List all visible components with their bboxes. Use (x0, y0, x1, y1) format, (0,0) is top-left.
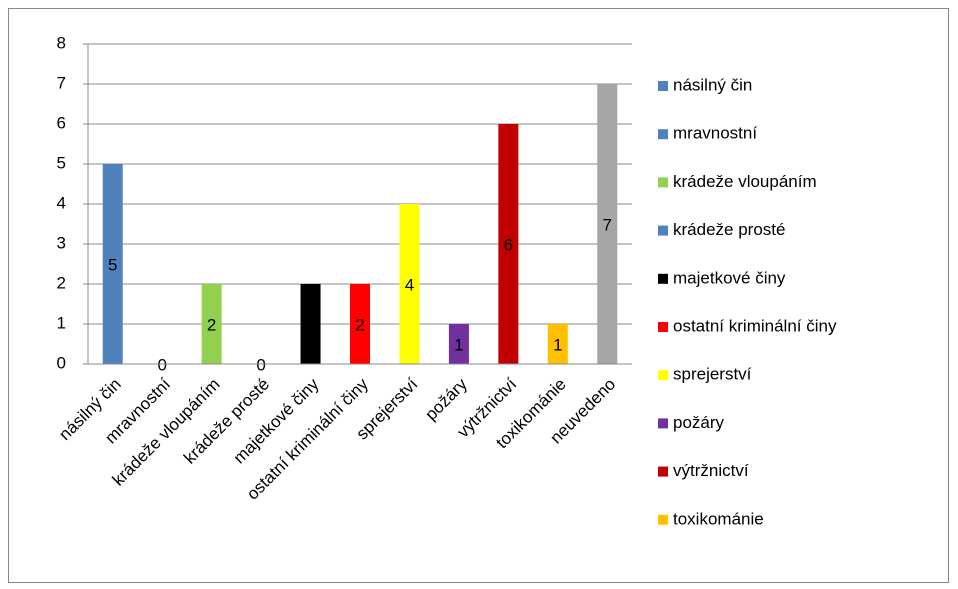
data-label: 7 (603, 215, 612, 234)
y-tick-label: 1 (57, 313, 66, 332)
data-label: 0 (256, 355, 265, 374)
legend-swatch (658, 418, 668, 429)
bar (597, 84, 618, 364)
bar (350, 284, 370, 364)
legend-swatch (658, 370, 668, 381)
legend-label: požáry (673, 413, 725, 432)
legend-swatch (658, 81, 668, 91)
y-tick-label: 2 (57, 273, 66, 292)
y-tick-label: 4 (57, 193, 66, 212)
data-label: 2 (355, 315, 364, 334)
data-label: 1 (553, 335, 562, 354)
data-label: 4 (405, 275, 414, 294)
bar (448, 324, 469, 364)
data-label: 2 (207, 315, 216, 334)
legend-swatch (658, 322, 668, 332)
bar (547, 324, 568, 364)
legend-swatch (658, 177, 668, 188)
y-tick-label: 0 (57, 353, 66, 372)
y-tick-label: 5 (57, 153, 66, 172)
legend-swatch (658, 129, 668, 140)
y-tick-label: 6 (57, 113, 66, 132)
bar (201, 284, 222, 364)
chart-border (8, 8, 949, 583)
legend-label: výtržnictví (673, 461, 749, 480)
legend-swatch (658, 225, 668, 236)
y-tick-label: 3 (57, 233, 66, 252)
legend-label: sprejerství (673, 365, 752, 384)
data-label: 2 (306, 315, 315, 334)
data-label: 5 (108, 255, 117, 274)
legend-swatch (658, 514, 668, 525)
data-label: 1 (454, 335, 463, 354)
legend-label: majetkové činy (673, 268, 786, 287)
legend-swatch (658, 273, 668, 284)
legend-label: toxikománie (673, 509, 764, 528)
bar (102, 164, 123, 364)
legend-label: ostatní kriminální činy (673, 316, 837, 335)
legend-label: krádeže prosté (673, 220, 785, 239)
bar (399, 204, 420, 364)
legend-label: násilný čin (673, 75, 752, 94)
data-label: 6 (504, 235, 513, 254)
y-tick-label: 8 (57, 33, 66, 52)
y-tick-label: 7 (57, 73, 66, 92)
legend-label: krádeže vloupáním (673, 172, 817, 191)
data-label: 0 (157, 355, 166, 374)
bar (498, 124, 519, 364)
bar (300, 284, 321, 364)
legend-label: mravnostní (673, 124, 757, 143)
legend-swatch (658, 466, 668, 477)
